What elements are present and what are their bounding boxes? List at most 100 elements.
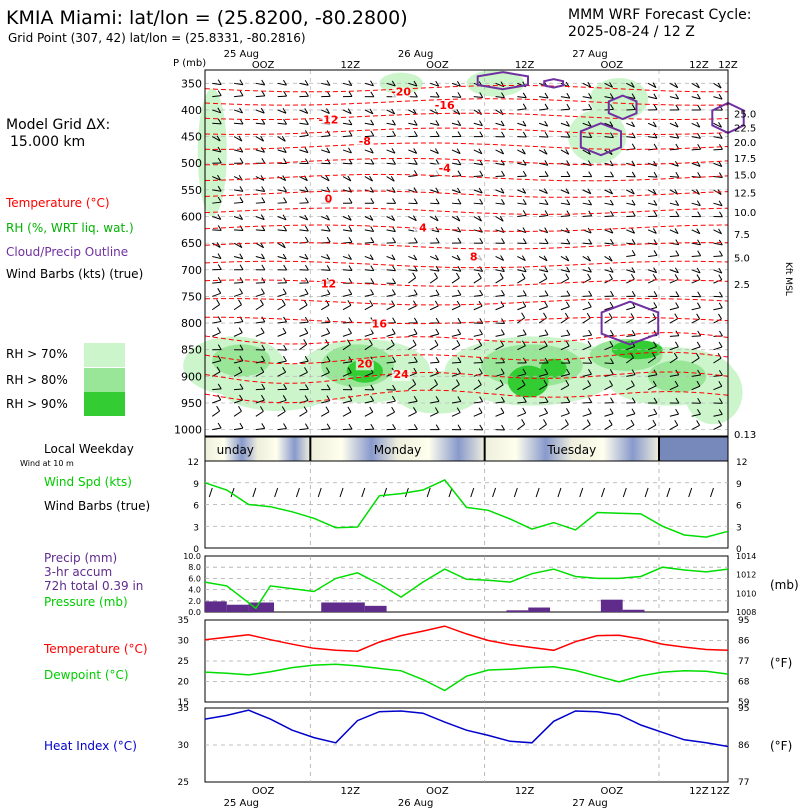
wind-barb (647, 424, 657, 431)
wind-barb-flag (457, 424, 462, 430)
wind-barb (539, 373, 548, 377)
wind-barb (713, 162, 723, 167)
wind-barb-flag (261, 158, 266, 164)
wind-barb (517, 108, 527, 111)
wind-barb (255, 229, 265, 232)
wind-barb-flag (718, 302, 723, 309)
wind-barb-flag (217, 394, 222, 401)
wind-barb-flag (631, 199, 636, 206)
wind-barb (669, 269, 679, 274)
wind-barb (386, 122, 396, 126)
wind-barb (691, 335, 701, 337)
wind-barb-flag (413, 198, 418, 204)
wind-at-label: Wind at 10 m (20, 459, 74, 468)
wind-barb-flag (435, 80, 440, 87)
wind-barb (648, 176, 658, 178)
wind-barb (713, 318, 722, 324)
dewpoint-line (204, 663, 729, 692)
wind-barb (429, 384, 438, 391)
local-weekday-label: Local Weekday (44, 442, 134, 456)
wind-barb-flag (435, 254, 439, 261)
wind-barb-flag (435, 148, 439, 154)
temp-tick-f: 68 (738, 678, 750, 688)
wind-barb (538, 306, 548, 311)
wind-barb-flag (304, 236, 309, 243)
bottom-date-label: 27 Aug (572, 798, 607, 809)
isotherm-label-bg (355, 137, 374, 149)
wind-barb-flag (544, 120, 549, 127)
wind-barb (604, 202, 614, 206)
wind-barb-flag (456, 109, 461, 115)
wind-barb (582, 189, 592, 195)
precip-bar (528, 607, 551, 612)
wind-barb-flag (478, 215, 482, 222)
isotherm (204, 142, 729, 150)
wind-barb-flag (544, 396, 549, 403)
wind-barb-flag (478, 148, 483, 155)
wind-barb (321, 135, 331, 138)
wind-barb-flag (303, 339, 308, 345)
wind-barb (517, 202, 527, 205)
pressure-tick: 1012 (736, 571, 756, 580)
wind-barb-flag (348, 317, 353, 323)
wind-barb (626, 122, 635, 128)
degf-units-label-2: (°F) (770, 739, 792, 753)
bottom-hour-label: 12Z (340, 786, 360, 797)
cloud-outline (543, 78, 565, 89)
wind-barb-flag (696, 341, 701, 348)
wind-barb (626, 424, 635, 431)
wind-barb-flag (348, 277, 353, 284)
wind-barb-flag (696, 267, 701, 274)
wind-barb (560, 401, 570, 404)
surface-wind-barb (317, 487, 322, 498)
wind-barb-flag (653, 143, 658, 150)
wind-barb-flag (631, 132, 636, 139)
rh80-label: RH > 80% (6, 373, 68, 387)
wind-barb-flag (392, 278, 397, 284)
height-tick-label: 2.5 (734, 280, 750, 291)
wind-barb-flag (239, 79, 244, 86)
wind-barb-flag (392, 424, 397, 430)
wind-barb-flag (565, 121, 570, 127)
wind-barb (582, 96, 592, 99)
wind-barb (342, 304, 352, 311)
panel-frame (204, 460, 729, 549)
wind-barb (473, 162, 483, 166)
wind-barb-flag (697, 302, 701, 308)
wind-barb-flag (544, 160, 549, 166)
wind-barb-flag (675, 397, 680, 404)
surface-wind-barb (666, 487, 671, 498)
wind-barb-flag (718, 409, 723, 415)
wind-barb-flag (456, 215, 461, 222)
wind-barb (495, 96, 505, 99)
wind-barb-flag (609, 267, 614, 273)
dewpoint-label: Dewpoint (°C) (44, 668, 129, 682)
cloud-outline (607, 94, 638, 121)
wind-barb (560, 295, 570, 297)
wind-barb-flag (413, 130, 418, 137)
wind-barb-flag (609, 408, 614, 414)
wind-barb-flag (477, 379, 482, 385)
wind-barb-flag (435, 131, 440, 137)
wind-barb-flag (479, 237, 484, 244)
hi-tick-f: 95 (738, 704, 749, 714)
wind-barb (386, 242, 396, 244)
weekday-label: Tuesday (546, 443, 596, 457)
wind-barb-flag (304, 147, 309, 153)
wind-barb (429, 305, 439, 311)
wind-barb-flag (261, 186, 266, 192)
wind-barb-flag (435, 328, 440, 335)
wind-barb (255, 82, 265, 86)
rh90-swatch (84, 392, 125, 416)
wind-barb-flag (675, 200, 680, 206)
wind-barb (604, 256, 613, 262)
surface-wind-barb (688, 487, 693, 498)
wind-barb (212, 149, 222, 153)
wind-barb (234, 281, 244, 284)
wind-barb (604, 96, 614, 99)
wind-barb-flag (217, 90, 222, 96)
wind-barb (539, 334, 549, 337)
wind-barb (669, 202, 679, 206)
panel-frame (204, 619, 729, 703)
wind-barb-flag (566, 238, 571, 245)
